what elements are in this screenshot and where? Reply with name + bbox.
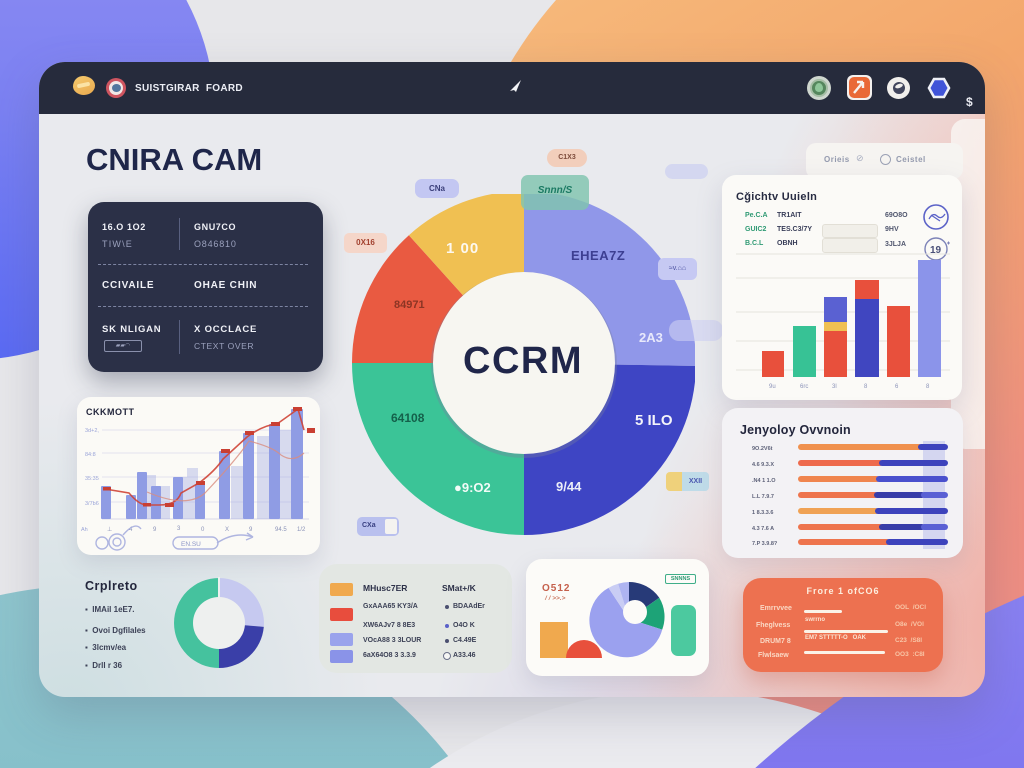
svg-text:8: 8 <box>864 384 868 390</box>
svg-text:4.3 7.6 A: 4.3 7.6 A <box>752 526 774 532</box>
svg-text:94.5: 94.5 <box>275 527 287 533</box>
svg-text:8: 8 <box>926 384 930 390</box>
svg-text:19: 19 <box>930 245 942 256</box>
svg-text:L.L 7.9.7: L.L 7.9.7 <box>752 494 774 500</box>
svg-text:9: 9 <box>249 527 253 533</box>
svg-text:6rc: 6rc <box>800 384 808 390</box>
svg-text:3d+2,: 3d+2, <box>85 428 99 434</box>
svg-text:9O.2V6t: 9O.2V6t <box>752 446 773 452</box>
svg-text:X: X <box>225 527 229 533</box>
svg-text:0: 0 <box>201 527 205 533</box>
svg-text:3: 3 <box>177 526 181 532</box>
svg-text:7.P 3.9.8?: 7.P 3.9.8? <box>752 541 778 547</box>
svg-text:1/2: 1/2 <box>297 527 306 533</box>
svg-text:4: 4 <box>129 527 133 533</box>
svg-text:4.6 9.3.X: 4.6 9.3.X <box>752 462 774 468</box>
svg-text:3l: 3l <box>832 384 837 390</box>
svg-text:6: 6 <box>895 384 899 390</box>
svg-text:3/7b6: 3/7b6 <box>85 501 99 507</box>
svg-text:1 8.3.3.6: 1 8.3.3.6 <box>752 510 773 516</box>
svg-text:84:8: 84:8 <box>85 452 96 458</box>
svg-text:9u: 9u <box>769 384 776 390</box>
svg-text:Ah: Ah <box>81 527 88 533</box>
svg-text:.N4 1 1.O: .N4 1 1.O <box>752 478 776 484</box>
svg-text:9: 9 <box>153 527 157 533</box>
svg-text:35:35: 35:35 <box>85 476 99 482</box>
svg-text:⊥: ⊥ <box>107 526 112 533</box>
svg-text:EN.SU: EN.SU <box>181 541 201 548</box>
